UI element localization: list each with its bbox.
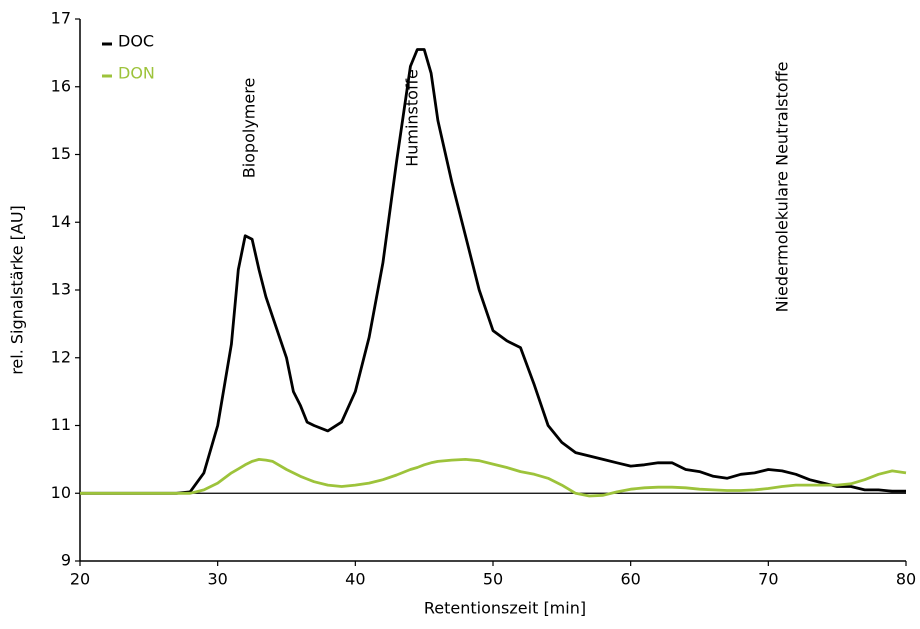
y-tick-label: 12 xyxy=(51,347,71,366)
y-tick-label: 10 xyxy=(51,483,71,502)
legend-label: DOC xyxy=(118,32,154,51)
annotation: Biopolymere xyxy=(240,78,259,179)
data-line xyxy=(80,48,906,495)
x-tick-label: 60 xyxy=(620,570,640,589)
y-tick-label: 17 xyxy=(51,9,71,28)
legend-label: DON xyxy=(118,64,155,83)
y-tick-label: 16 xyxy=(51,76,71,95)
x-tick-label: 40 xyxy=(345,570,365,589)
y-tick-label: 13 xyxy=(51,280,71,299)
y-axis-label: rel. Signalstärke [AU] xyxy=(8,205,27,375)
y-tick-label: 9 xyxy=(61,551,71,570)
x-tick-label: 20 xyxy=(70,570,90,589)
y-tick-label: 14 xyxy=(51,212,71,231)
annotation: Niedermolekulare Neutralstoffe xyxy=(773,62,792,313)
x-tick-label: 70 xyxy=(758,570,778,589)
x-axis-label: Retentionszeit [min] xyxy=(424,599,586,618)
annotation: Huminstoffe xyxy=(403,69,422,167)
data-line xyxy=(80,458,907,498)
y-tick-label: 11 xyxy=(51,415,71,434)
x-tick-label: 80 xyxy=(896,570,916,589)
x-tick-label: 30 xyxy=(207,570,227,589)
y-tick-label: 15 xyxy=(51,144,71,163)
x-tick-label: 50 xyxy=(483,570,503,589)
